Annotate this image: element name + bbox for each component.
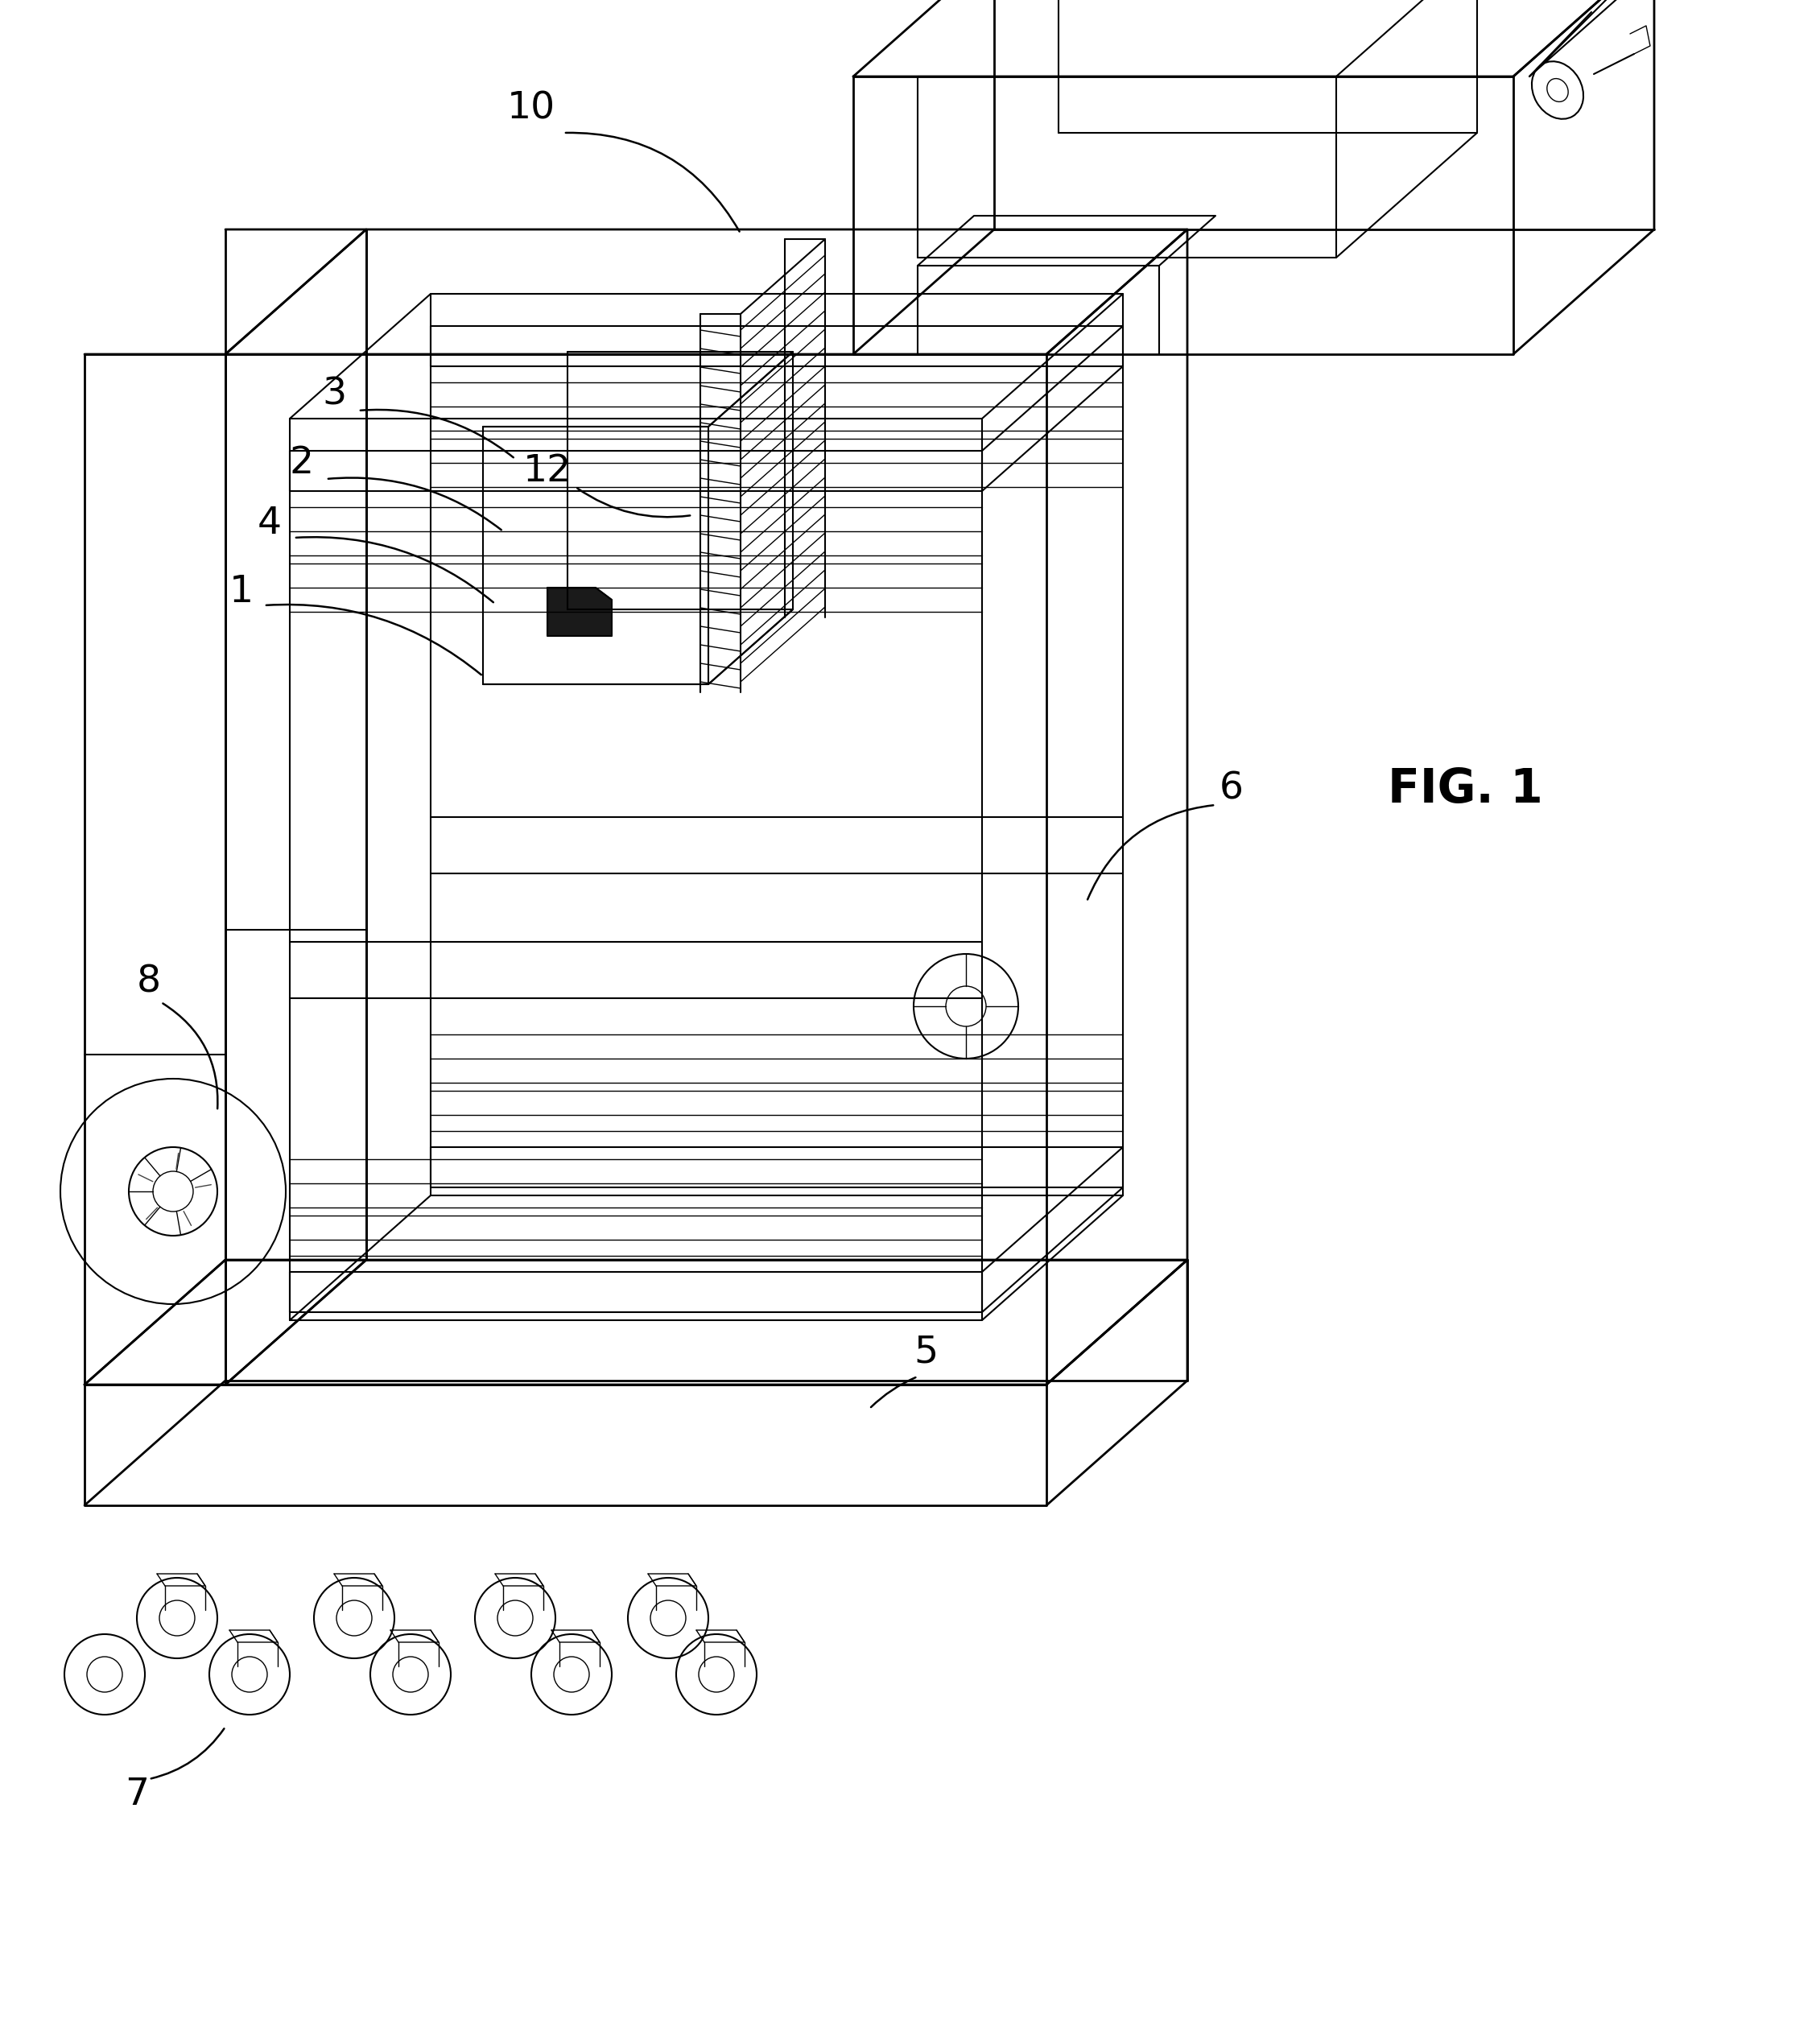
- Text: 6: 6: [1219, 770, 1243, 807]
- Text: 2: 2: [289, 444, 315, 480]
- Text: 8: 8: [136, 965, 160, 999]
- Text: 1: 1: [229, 574, 253, 610]
- Text: 10: 10: [508, 91, 555, 128]
- Text: 3: 3: [322, 377, 346, 414]
- Text: 4: 4: [258, 505, 282, 541]
- Text: 5: 5: [914, 1334, 937, 1370]
- Polygon shape: [548, 588, 612, 636]
- Text: FIG. 1: FIG. 1: [1387, 766, 1543, 813]
- Text: 7: 7: [126, 1778, 149, 1814]
- Text: 12: 12: [522, 452, 571, 489]
